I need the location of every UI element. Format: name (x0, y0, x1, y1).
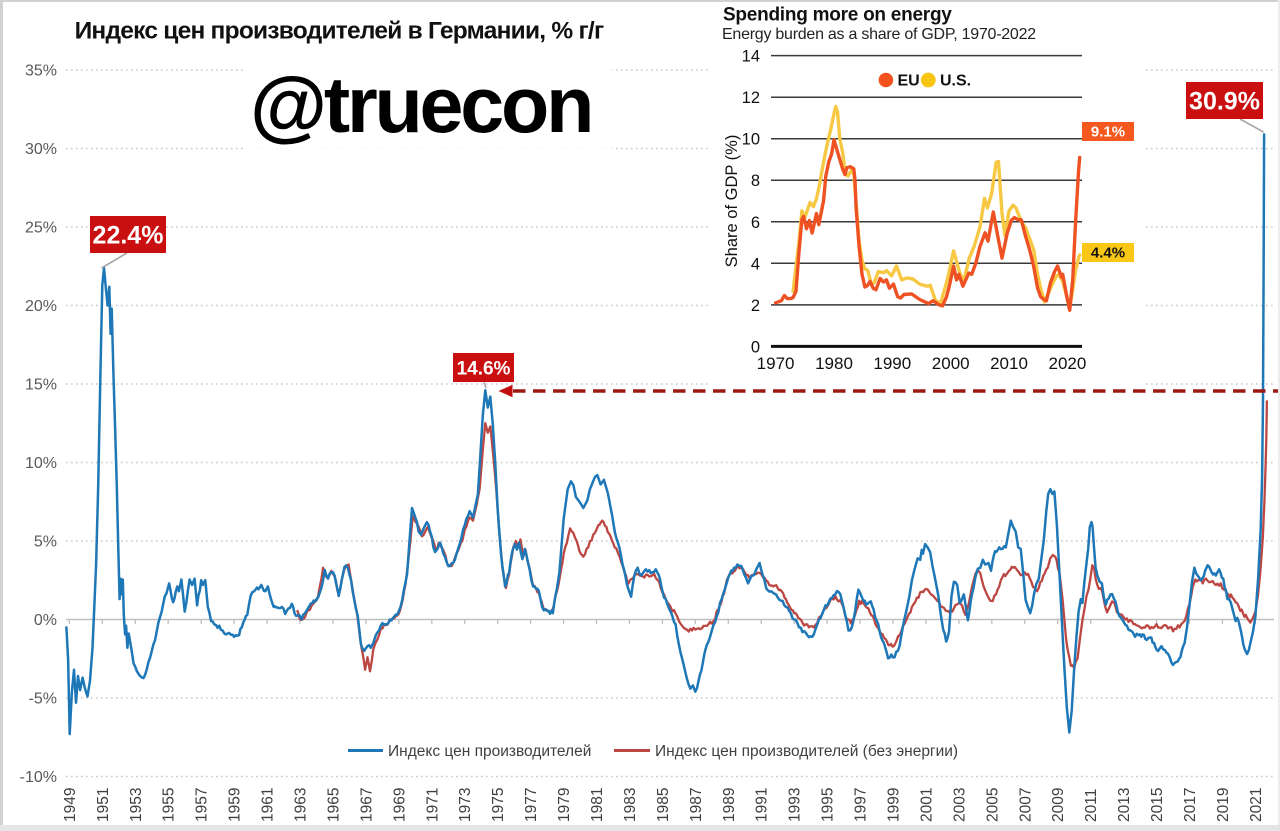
svg-text:Spending more on energy: Spending more on energy (723, 5, 952, 26)
svg-text:-10%: -10% (20, 769, 57, 786)
svg-text:2007: 2007 (1017, 788, 1034, 822)
svg-text:5%: 5% (34, 534, 57, 551)
svg-text:1970: 1970 (757, 354, 795, 373)
svg-text:15%: 15% (25, 377, 57, 394)
svg-text:10%: 10% (25, 455, 57, 472)
svg-text:1951: 1951 (95, 788, 112, 822)
svg-text:1995: 1995 (820, 788, 837, 822)
svg-text:2013: 2013 (1116, 788, 1133, 822)
svg-text:1967: 1967 (358, 788, 375, 822)
svg-text:12: 12 (742, 89, 760, 107)
svg-text:9.1%: 9.1% (1091, 124, 1125, 141)
svg-text:10: 10 (742, 131, 760, 149)
svg-text:1971: 1971 (424, 788, 441, 822)
svg-text:EU: EU (898, 73, 920, 90)
svg-text:1989: 1989 (721, 788, 738, 822)
svg-text:35%: 35% (25, 63, 57, 80)
svg-text:1997: 1997 (853, 788, 870, 822)
svg-text:2017: 2017 (1182, 788, 1199, 822)
svg-text:1965: 1965 (326, 788, 343, 822)
svg-text:1991: 1991 (754, 788, 771, 822)
svg-text:30%: 30% (25, 141, 57, 158)
svg-text:14.6%: 14.6% (457, 358, 511, 379)
svg-text:2021: 2021 (1248, 788, 1265, 822)
svg-text:2001: 2001 (918, 788, 935, 822)
svg-text:1983: 1983 (622, 788, 639, 822)
svg-text:8: 8 (751, 172, 760, 190)
svg-text:2019: 2019 (1215, 788, 1232, 822)
svg-text:Share of GDP (%): Share of GDP (%) (723, 135, 741, 268)
svg-text:@truecon: @truecon (250, 60, 591, 149)
svg-text:1975: 1975 (490, 788, 507, 822)
svg-text:1973: 1973 (457, 788, 474, 822)
svg-text:1949: 1949 (62, 788, 79, 822)
svg-text:U.S.: U.S. (940, 73, 971, 90)
svg-text:1955: 1955 (161, 788, 178, 822)
svg-text:2015: 2015 (1149, 788, 1166, 822)
svg-text:Индекс цен производителей: Индекс цен производителей (388, 743, 591, 760)
svg-text:20%: 20% (25, 298, 57, 315)
svg-text:Индекс цен производителей (без: Индекс цен производителей (без энергии) (655, 743, 958, 760)
svg-text:25%: 25% (25, 220, 57, 237)
svg-text:1990: 1990 (873, 354, 911, 373)
svg-text:1993: 1993 (787, 788, 804, 822)
svg-text:1981: 1981 (589, 788, 606, 822)
svg-text:2020: 2020 (1048, 354, 1086, 373)
svg-text:1961: 1961 (260, 788, 277, 822)
svg-text:0%: 0% (34, 612, 57, 629)
svg-text:2010: 2010 (990, 354, 1028, 373)
svg-text:Energy burden as a share of GD: Energy burden as a share of GDP, 1970-20… (722, 26, 1036, 43)
svg-text:1977: 1977 (523, 788, 540, 822)
svg-text:2009: 2009 (1050, 788, 1067, 822)
svg-text:1969: 1969 (391, 788, 408, 822)
svg-text:2000: 2000 (932, 354, 970, 373)
svg-text:2003: 2003 (951, 788, 968, 822)
svg-text:1987: 1987 (688, 788, 705, 822)
svg-text:1999: 1999 (886, 788, 903, 822)
svg-text:2011: 2011 (1083, 789, 1100, 822)
svg-text:0: 0 (751, 338, 760, 356)
svg-text:1959: 1959 (227, 788, 244, 822)
svg-text:4: 4 (751, 255, 760, 273)
svg-text:Индекс цен производителей в Ге: Индекс цен производителей в Германии, % … (75, 18, 604, 45)
svg-text:22.4%: 22.4% (93, 222, 164, 250)
svg-text:2: 2 (751, 297, 760, 315)
svg-text:-5%: -5% (29, 691, 57, 708)
svg-text:4.4%: 4.4% (1091, 245, 1125, 262)
svg-text:1957: 1957 (194, 788, 211, 822)
svg-text:1985: 1985 (655, 788, 672, 822)
svg-text:14: 14 (742, 48, 760, 66)
svg-text:1980: 1980 (815, 354, 853, 373)
svg-text:2005: 2005 (984, 788, 1001, 822)
svg-text:1979: 1979 (556, 788, 573, 822)
svg-text:1963: 1963 (293, 788, 310, 822)
svg-text:6: 6 (751, 214, 760, 232)
svg-text:30.9%: 30.9% (1189, 88, 1260, 116)
svg-text:1953: 1953 (128, 788, 145, 822)
